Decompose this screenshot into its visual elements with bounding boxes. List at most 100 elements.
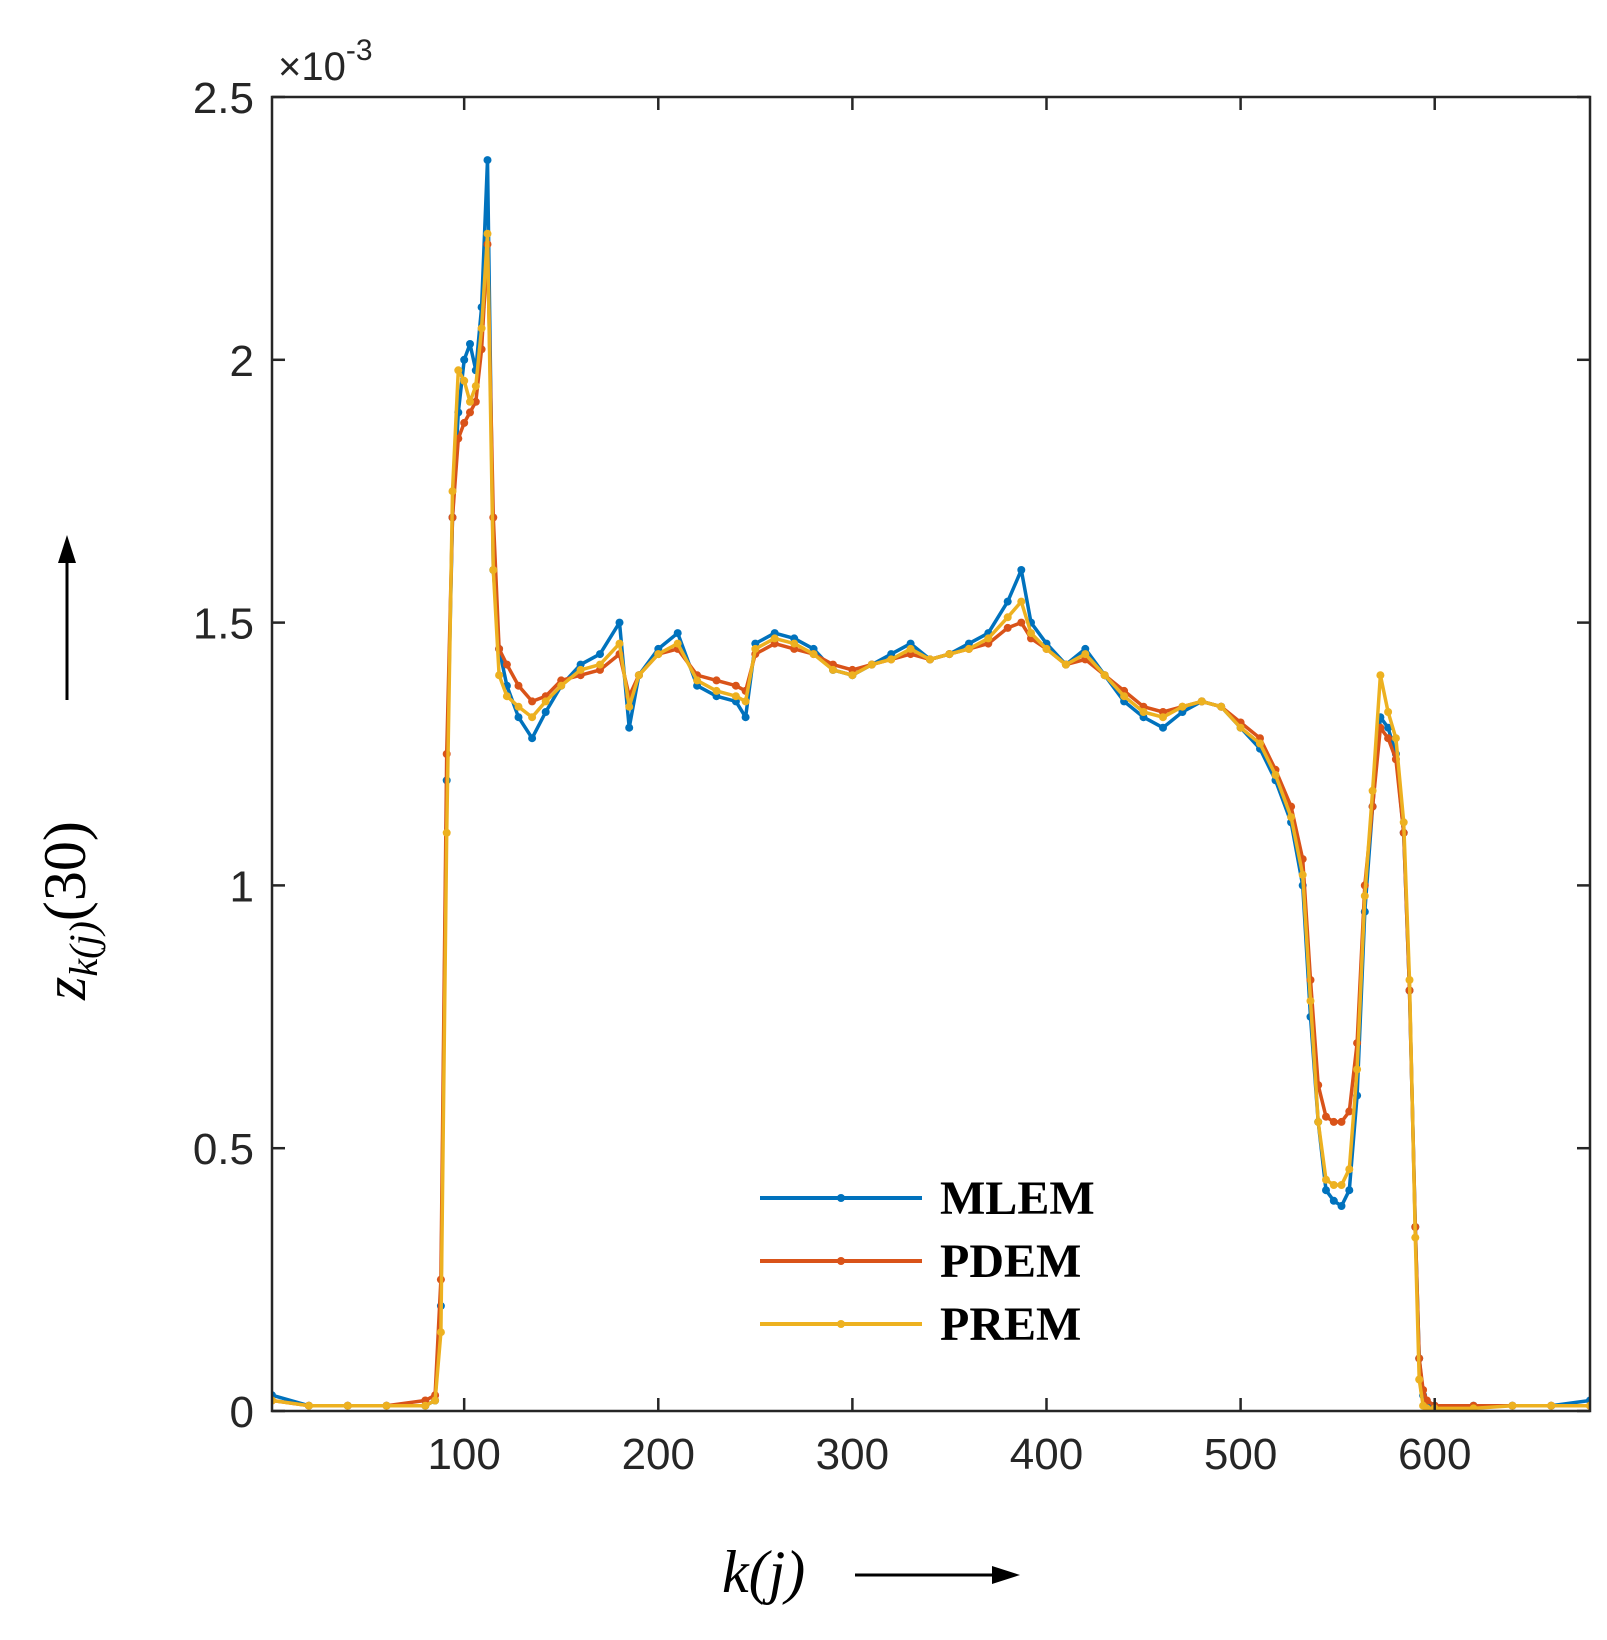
data-point-mlem [1337, 1202, 1346, 1210]
data-point-pdem [466, 408, 474, 417]
data-point-prem [541, 697, 550, 706]
data-point-prem [1256, 739, 1264, 748]
data-point-mlem [541, 708, 550, 716]
data-point-prem [343, 1401, 352, 1410]
data-point-pdem [1384, 734, 1393, 743]
data-point-prem [887, 655, 896, 664]
data-point-pdem [528, 697, 537, 706]
data-point-prem [1003, 613, 1012, 622]
y-exponent-label: ×10-3 [278, 34, 373, 89]
data-point-prem [1391, 734, 1400, 743]
data-point-prem [731, 692, 740, 701]
data-point-pdem [712, 676, 721, 685]
data-point-prem [751, 644, 760, 653]
data-point-prem [489, 566, 498, 574]
data-point-mlem [741, 713, 750, 722]
data-point-prem [1384, 708, 1393, 716]
data-point-mlem [673, 629, 682, 638]
y-tick-label: 2 [230, 337, 254, 386]
data-point-prem [1547, 1401, 1556, 1410]
data-point-prem [576, 665, 585, 674]
data-point-prem [1422, 1404, 1431, 1411]
data-point-prem [421, 1401, 430, 1410]
data-point-mlem [615, 618, 624, 627]
data-point-prem [1368, 786, 1377, 795]
data-point-prem [477, 324, 486, 333]
data-point-prem [454, 366, 463, 375]
data-point-prem [770, 634, 779, 643]
legend: MLEM PDEM PREM [760, 1172, 1095, 1351]
data-point-prem [867, 660, 876, 669]
data-point-prem [1415, 1375, 1424, 1384]
data-point-prem [848, 671, 857, 680]
data-point-prem [1042, 644, 1051, 653]
series-layer [272, 156, 1590, 1411]
data-point-prem [1337, 1181, 1346, 1189]
data-point-prem [1197, 697, 1206, 706]
data-point-prem [741, 697, 750, 706]
data-point-prem [460, 376, 469, 385]
data-point-prem [431, 1396, 440, 1405]
x-axis-arrowhead [992, 1566, 1020, 1584]
data-point-prem [790, 639, 799, 648]
data-point-prem [1027, 629, 1035, 638]
data-point-prem [1271, 771, 1280, 779]
data-point-prem [382, 1401, 391, 1410]
data-point-pdem [731, 681, 740, 690]
data-point-mlem [1017, 566, 1026, 574]
data-point-mlem [1159, 723, 1167, 732]
data-point-prem [1405, 976, 1414, 984]
data-point-prem [466, 397, 474, 406]
data-point-prem [1287, 813, 1296, 822]
y-tick-label: 1.5 [193, 600, 254, 649]
data-point-prem [615, 639, 624, 648]
data-point-prem [495, 671, 504, 680]
data-point-pdem [1345, 1107, 1354, 1116]
data-point-prem [557, 681, 566, 690]
x-tick-label: 100 [427, 1430, 500, 1479]
x-axis-label: k(j) [722, 1539, 805, 1605]
data-point-mlem [483, 156, 492, 165]
x-tick-label: 400 [1010, 1430, 1083, 1479]
data-point-prem [809, 650, 818, 659]
data-point-pdem [514, 681, 523, 690]
data-point-prem [1178, 702, 1187, 711]
legend-label-mlem: MLEM [940, 1172, 1095, 1225]
data-point-mlem [1329, 1196, 1338, 1205]
data-point-prem [1399, 818, 1408, 827]
y-tick-label: 2.5 [193, 74, 254, 123]
data-point-prem [1100, 671, 1109, 680]
data-point-mlem [528, 734, 537, 743]
data-point-prem [1508, 1401, 1517, 1410]
data-point-pdem [1337, 1117, 1346, 1126]
data-point-prem [448, 487, 457, 496]
data-point-pdem [1322, 1112, 1330, 1121]
data-point-prem [1345, 1165, 1354, 1174]
y-tick-label: 1 [230, 862, 254, 911]
data-point-mlem [460, 355, 469, 364]
data-point-prem [654, 650, 663, 659]
plot-area [272, 97, 1590, 1411]
y-tick-label: 0.5 [193, 1125, 254, 1174]
data-point-prem [1411, 1233, 1420, 1242]
y-tick-label: 0 [230, 1388, 254, 1437]
data-point-mlem [1345, 1186, 1354, 1195]
series-prem [272, 229, 1590, 1411]
legend-label-pdem: PDEM [940, 1235, 1081, 1288]
data-point-prem [436, 1328, 445, 1337]
legend-entry-prem: PREM [760, 1298, 1081, 1351]
data-point-prem [984, 634, 993, 643]
data-point-mlem [1322, 1186, 1330, 1195]
legend-label-prem: PREM [940, 1298, 1081, 1351]
y-axis-arrowhead [58, 535, 76, 563]
data-point-prem [1329, 1181, 1338, 1189]
data-point-prem [945, 650, 954, 659]
data-point-mlem [466, 340, 474, 348]
data-point-prem [1360, 891, 1369, 900]
x-tick-label: 500 [1204, 1430, 1277, 1479]
data-point-prem [1322, 1175, 1330, 1184]
plot-frame [270, 95, 1592, 1413]
data-point-pdem [471, 397, 480, 406]
data-point-mlem [596, 650, 604, 659]
data-point-prem [1314, 1117, 1323, 1126]
